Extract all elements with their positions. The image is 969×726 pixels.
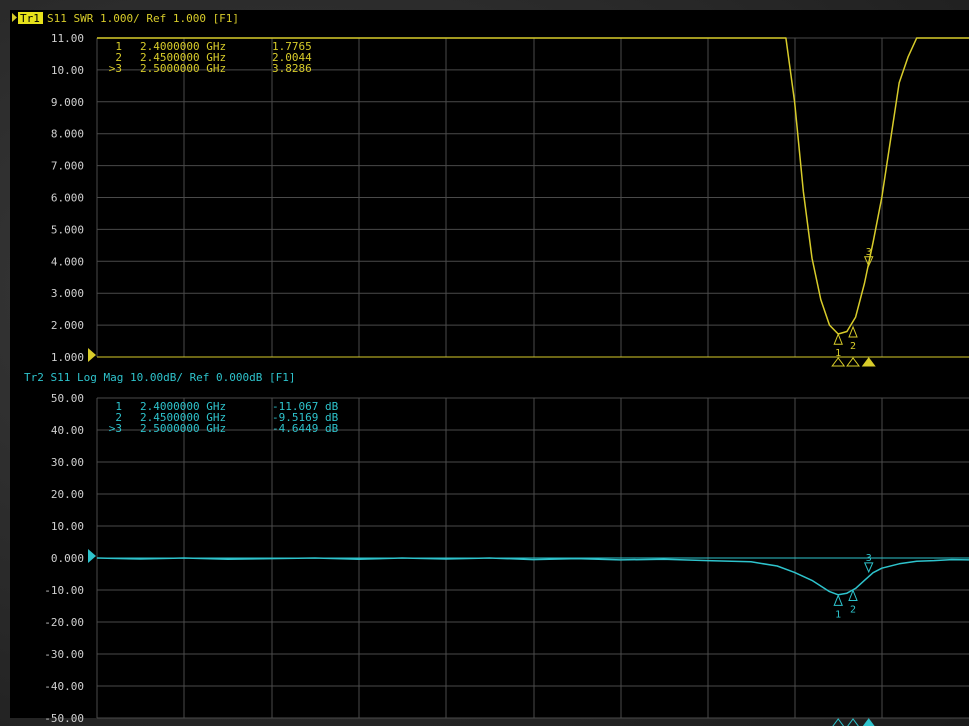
trace2-marker-table-id: 2 xyxy=(115,411,122,424)
trace2-y-tick-label: 10.00 xyxy=(51,520,84,533)
trace1-marker-table-value: 1.7765 xyxy=(272,40,312,53)
trace2-series xyxy=(96,557,969,596)
trace2-marker-table: 1 2.4000000 GHz -11.067 dB 2 2.4500000 GHz -9… xyxy=(109,400,339,435)
trace1-y-tick-label: 2.000 xyxy=(51,319,84,332)
trace2-y-tick-label: -30.00 xyxy=(44,648,84,661)
trace2-y-tick-label: 0.000 xyxy=(51,552,84,565)
trace1-y-tick-label: 5.000 xyxy=(51,223,84,236)
trace2-panel xyxy=(10,366,969,718)
trace2-trace-line xyxy=(96,557,969,596)
trace2-marker-3-label: 3 xyxy=(866,553,872,564)
trace1-trace-line xyxy=(97,37,969,335)
trace2-y-tick-label: 30.00 xyxy=(51,456,84,469)
trace2-ref-position-icon[interactable] xyxy=(88,549,96,563)
trace1-marker-2-icon[interactable] xyxy=(848,325,858,338)
trace1-ref-position-icon[interactable] xyxy=(88,348,96,362)
trace1-y-tick-label: 9.000 xyxy=(51,96,84,109)
trace1-tag: Tr1 xyxy=(20,12,40,25)
trace1-marker-2-label: 2 xyxy=(850,341,856,352)
trace1-y-tick-label: 4.000 xyxy=(51,255,84,268)
trace1-marker-table: 1 2.4000000 GHz 1.7765 2 2.4500000 GHz 2.0044… xyxy=(109,40,312,75)
trace1-marker-table-frequency: 2.4500000 GHz xyxy=(140,51,226,64)
trace2-marker-3-position-icon[interactable] xyxy=(862,718,875,726)
trace2-marker-table-id: >3 xyxy=(109,422,122,435)
trace2-header: Tr2 S11 Log Mag 10.00dB/ Ref 0.000dB [F1… xyxy=(24,371,296,384)
trace2-marker-table-frequency: 2.5000000 GHz xyxy=(140,422,226,435)
trace2-marker-2-label: 2 xyxy=(850,604,856,615)
trace1-tag-box[interactable] xyxy=(18,12,43,24)
trace1-panel xyxy=(10,10,969,366)
trace1-marker-table-frequency: 2.5000000 GHz xyxy=(140,62,226,75)
trace2-y-tick-label: -40.00 xyxy=(44,680,84,693)
trace1-marker-2-position-icon[interactable] xyxy=(846,357,861,367)
trace1-marker-table-value: 2.0044 xyxy=(272,51,312,64)
trace2-marker-2-icon[interactable] xyxy=(848,589,858,601)
trace1-markers: 12 3 xyxy=(831,247,876,367)
trace1-marker-1-label: 1 xyxy=(835,348,841,359)
trace1-marker-3-position-icon[interactable] xyxy=(861,357,876,367)
trace1-marker-table-frequency: 2.4000000 GHz xyxy=(140,40,226,53)
trace2-marker-table-id: 1 xyxy=(115,400,122,413)
trace2-y-tick-label: -50.00 xyxy=(44,712,84,725)
trace1-y-tick-label: 8.000 xyxy=(51,128,84,141)
trace1-series xyxy=(97,37,969,335)
trace2-marker-1-icon[interactable] xyxy=(833,594,843,606)
trace2-marker-table-frequency: 2.4000000 GHz xyxy=(140,400,226,413)
trace2-y-tick-label: 50.00 xyxy=(51,392,84,405)
trace2-marker-2-position-icon[interactable] xyxy=(847,718,859,726)
trace1-y-tick-label: 1.000 xyxy=(51,351,84,364)
trace1-marker-table-id: 1 xyxy=(115,40,122,53)
trace2-y-tick-label: 40.00 xyxy=(51,424,84,437)
trace2-y-tick-labels: 50.00 40.00 30.00 20.00 10.00 0.000 -10.00 -20.… xyxy=(44,392,84,725)
trace1-y-tick-label: 7.000 xyxy=(51,160,84,173)
trace1-grid xyxy=(96,37,969,358)
active-trace-arrow-icon xyxy=(12,13,17,22)
trace2-y-tick-label: -20.00 xyxy=(44,616,84,629)
trace1-y-tick-label: 3.000 xyxy=(51,287,84,300)
trace1-y-tick-label: 10.00 xyxy=(51,64,84,77)
trace1-marker-1-position-icon[interactable] xyxy=(831,357,846,367)
trace1-y-tick-label: 11.00 xyxy=(51,32,84,45)
trace1-y-tick-labels: 11.00 10.00 9.000 8.000 7.000 6.000 5.000 4.000… xyxy=(51,32,84,364)
trace1-y-tick-label: 6.000 xyxy=(51,192,84,205)
trace1-marker-3-label: 3 xyxy=(866,247,872,258)
trace2-marker-1-position-icon[interactable] xyxy=(832,718,845,726)
trace1-marker-table-value: 3.8286 xyxy=(272,62,312,75)
trace2-marker-3-icon[interactable] xyxy=(863,562,874,574)
trace2-marker-table-value: -9.5169 dB xyxy=(272,411,339,424)
trace2-y-tick-label: -10.00 xyxy=(44,584,84,597)
trace1-marker-table-id: >3 xyxy=(109,62,122,75)
trace1-marker-3-icon[interactable] xyxy=(863,256,874,267)
trace2-marker-table-frequency: 2.4500000 GHz xyxy=(140,411,226,424)
trace2-marker-table-value: -4.6449 dB xyxy=(272,422,339,435)
trace2-marker-table-value: -11.067 dB xyxy=(272,400,339,413)
trace1-marker-table-id: 2 xyxy=(115,51,122,64)
trace2-grid xyxy=(96,397,969,719)
trace2-y-tick-label: 20.00 xyxy=(51,488,84,501)
trace2-marker-1-label: 1 xyxy=(835,609,841,620)
trace1-header: S11 SWR 1.000/ Ref 1.000 [F1] xyxy=(47,12,239,25)
trace2-markers: 1 2 3 xyxy=(832,553,875,726)
trace1-marker-1-icon[interactable] xyxy=(833,332,843,345)
